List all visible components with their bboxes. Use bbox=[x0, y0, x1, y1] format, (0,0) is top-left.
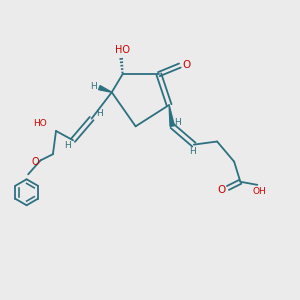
Polygon shape bbox=[169, 105, 174, 126]
Polygon shape bbox=[99, 85, 112, 92]
Text: H: H bbox=[64, 141, 71, 150]
Text: H: H bbox=[96, 110, 103, 118]
Text: O: O bbox=[183, 60, 191, 70]
Text: O: O bbox=[32, 157, 39, 167]
Text: H: H bbox=[90, 82, 97, 91]
Text: HO: HO bbox=[34, 119, 47, 128]
Text: HO: HO bbox=[115, 45, 130, 55]
Text: OH: OH bbox=[252, 187, 266, 196]
Text: O: O bbox=[217, 184, 225, 194]
Text: H: H bbox=[189, 147, 196, 156]
Text: H: H bbox=[174, 118, 181, 127]
